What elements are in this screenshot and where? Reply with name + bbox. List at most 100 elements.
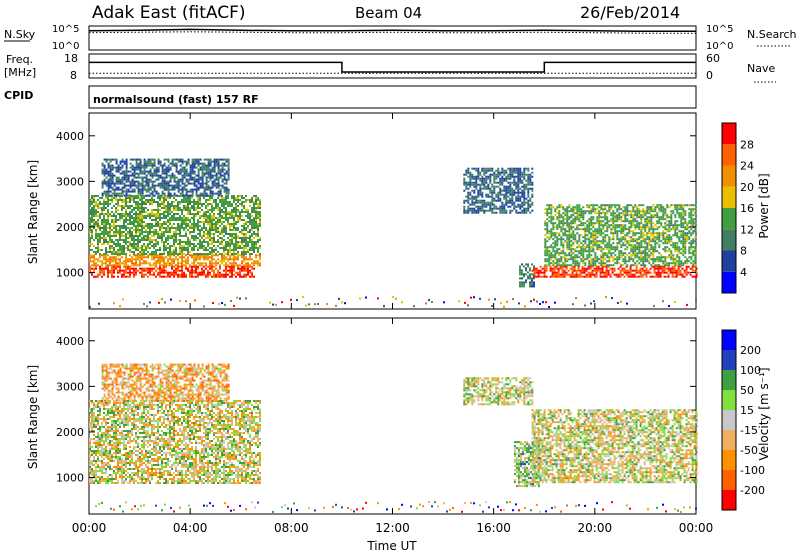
scatter-cell (586, 256, 589, 259)
scatter-cell (596, 256, 599, 259)
scatter-cell (189, 231, 191, 233)
scatter-cell (127, 174, 130, 177)
scatter-cell (115, 194, 118, 197)
scatter-cell (207, 199, 209, 201)
scatter-cell (511, 191, 514, 194)
scatter-cell (637, 275, 640, 278)
scatter-cell (556, 264, 559, 267)
scatter-cell (147, 225, 149, 227)
scatter-cell (491, 203, 494, 206)
scatter-cell (223, 227, 225, 229)
scatter-cell (523, 185, 526, 188)
scatter-cell (105, 182, 108, 185)
scatter-cell (147, 256, 149, 259)
scatter-cell (133, 273, 135, 276)
scatter-cell (572, 244, 575, 247)
scatter-cell (181, 209, 183, 211)
scatter-cell (163, 256, 165, 259)
scatter-cell (193, 271, 195, 274)
scatter-cell (165, 211, 167, 213)
scatter-cell (143, 201, 145, 203)
scatter-cell (475, 177, 478, 180)
scatter-cell (257, 203, 259, 205)
scatter-cell (612, 258, 615, 261)
scatter-cell (143, 221, 145, 223)
scatter-cell (159, 229, 161, 231)
scatter-cell (257, 215, 259, 217)
scatter-cell (135, 205, 137, 207)
scatter-cell (93, 213, 95, 215)
scatter-cell (187, 158, 190, 161)
scatter-cell (169, 229, 171, 231)
scatter-cell (580, 222, 583, 225)
scatter-cell (517, 179, 520, 182)
scatter-cell (207, 194, 210, 197)
scatter-cell (145, 180, 148, 183)
scatter-cell (219, 184, 222, 187)
scatter-cell (245, 262, 247, 265)
scatter-cell (173, 207, 175, 209)
scatter-cell (163, 176, 166, 179)
scatter-cell (201, 254, 203, 257)
scatter-cell (135, 160, 138, 163)
scatter-cell (521, 281, 523, 284)
scatter-cell (618, 238, 621, 241)
scatter-cell (219, 265, 221, 268)
scatter-cell (187, 182, 190, 185)
scatter-cell (243, 219, 245, 221)
scatter-cell (97, 235, 99, 237)
scatter-cell (681, 273, 684, 276)
scatter-cell (509, 185, 512, 188)
scatter-cell (255, 199, 257, 201)
scatter-cell (127, 205, 129, 207)
scatter-cell (171, 267, 173, 270)
scatter-cell (255, 219, 257, 221)
scatter-cell (91, 254, 93, 257)
scatter-cell (89, 205, 91, 207)
scatter-cell (163, 223, 165, 225)
scatter-cell (217, 184, 220, 187)
scatter-cell (657, 273, 660, 276)
scatter-cell (199, 203, 201, 205)
scatter-cell (556, 218, 559, 221)
scatter-cell (579, 269, 582, 272)
scatter-cell (101, 197, 103, 199)
scatter-cell (237, 271, 239, 274)
scatter-cell (495, 199, 498, 202)
scatter-cell (229, 215, 231, 217)
scatter-cell (655, 271, 658, 274)
scatter-cell (616, 214, 619, 217)
scatter-cell (584, 234, 587, 237)
scatter-cell (610, 224, 613, 227)
scatter-cell (556, 242, 559, 245)
scatter-cell (257, 264, 259, 267)
scatter-cell (231, 254, 233, 257)
scatter-cell (577, 273, 580, 276)
scatter-cell (201, 203, 203, 205)
scatter-cell (481, 195, 484, 198)
scatter-cell (556, 252, 559, 255)
scatter-cell (129, 223, 131, 225)
scatter-cell (211, 170, 214, 173)
scatter-cell (561, 269, 564, 272)
scatter-cell (151, 273, 153, 276)
scatter-cell (588, 260, 591, 263)
scatter-cell (627, 269, 630, 272)
scatter-cell (525, 173, 528, 176)
scatter-cell (155, 265, 157, 268)
scatter-cell (463, 207, 466, 210)
scatter-cell (235, 271, 237, 274)
scatter-cell (213, 254, 215, 257)
scatter-cell (598, 210, 601, 213)
scatter-cell (501, 179, 504, 182)
scatter-cell (137, 182, 140, 185)
scatter-cell (590, 260, 593, 263)
scatter-cell (187, 247, 189, 249)
scatter-cell (163, 168, 166, 171)
scatter-cell (219, 260, 221, 263)
scatter-cell (477, 211, 480, 214)
scatter-cell (143, 227, 145, 229)
scatter-cell (177, 207, 179, 209)
scatter-cell (125, 205, 127, 207)
scatter-cell (147, 267, 149, 270)
